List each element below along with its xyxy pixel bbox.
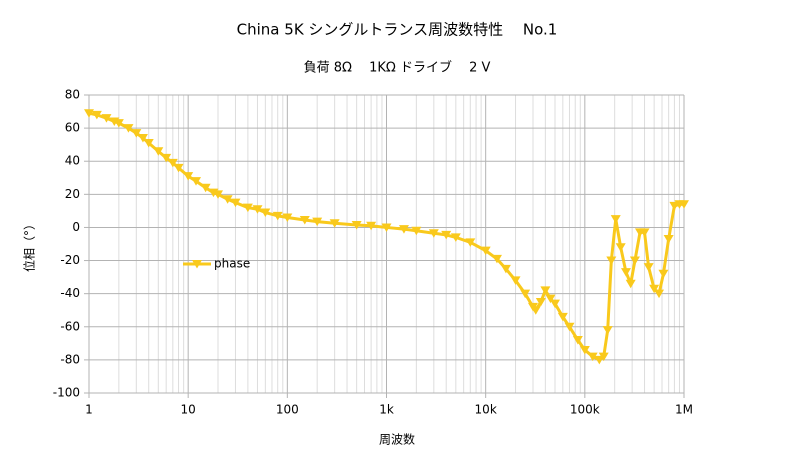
marker xyxy=(520,289,531,299)
marker xyxy=(213,190,224,199)
marker xyxy=(549,299,560,309)
marker xyxy=(252,205,263,214)
marker xyxy=(629,256,640,266)
x-tick-label: 1k xyxy=(379,403,394,417)
marker xyxy=(351,220,362,230)
marker xyxy=(579,345,590,355)
y-tick-label: -60 xyxy=(60,319,80,333)
marker xyxy=(643,263,654,272)
marker xyxy=(602,326,613,335)
marker xyxy=(398,225,409,234)
y-tick-label: -40 xyxy=(60,286,80,300)
marker xyxy=(441,230,452,240)
marker xyxy=(161,153,172,163)
marker xyxy=(654,289,665,299)
marker xyxy=(84,109,94,118)
x-axis-label: 周波数 xyxy=(379,432,415,447)
x-tick-label: 100 xyxy=(276,403,299,417)
marker xyxy=(167,158,178,168)
marker xyxy=(610,215,621,224)
legend-label: phase xyxy=(214,257,250,271)
marker xyxy=(143,139,154,148)
marker xyxy=(282,213,293,223)
marker xyxy=(153,147,164,156)
y-tick-label: 20 xyxy=(65,187,80,201)
marker xyxy=(620,268,631,277)
x-tick-label: 1 xyxy=(85,403,93,417)
x-tick-label: 100k xyxy=(570,403,600,417)
marker xyxy=(615,243,626,252)
marker xyxy=(679,200,689,209)
marker xyxy=(535,297,546,307)
marker xyxy=(639,228,650,237)
marker xyxy=(587,352,598,362)
marker xyxy=(465,238,476,247)
x-tick-label: 10 xyxy=(181,403,196,417)
chart-subtitle: 負荷 8Ω 1KΩ ドライブ 2 V xyxy=(304,60,491,76)
chart-title: China 5K シングルトランス周波数特性 No.1 xyxy=(237,21,558,39)
marker xyxy=(606,256,617,266)
marker xyxy=(200,183,211,193)
marker xyxy=(137,134,148,143)
marker xyxy=(366,221,377,231)
x-tick-label: 10k xyxy=(475,403,497,417)
y-tick-label: 40 xyxy=(65,154,80,168)
marker xyxy=(183,172,194,181)
marker xyxy=(545,294,556,304)
marker xyxy=(222,195,233,204)
marker xyxy=(411,226,422,236)
marker xyxy=(381,223,392,232)
marker xyxy=(530,306,541,315)
y-tick-label: -100 xyxy=(53,386,80,400)
y-tick-label: 0 xyxy=(72,220,80,234)
y-tick-label: 80 xyxy=(65,88,80,102)
marker xyxy=(272,211,283,221)
marker xyxy=(598,352,609,362)
marker xyxy=(123,124,134,133)
marker xyxy=(500,264,511,274)
marker xyxy=(480,246,491,256)
marker xyxy=(564,322,575,332)
marker xyxy=(173,163,184,173)
marker xyxy=(101,114,112,123)
marker xyxy=(91,110,102,120)
marker xyxy=(491,254,502,264)
marker xyxy=(260,208,271,218)
marker xyxy=(131,129,142,138)
marker xyxy=(557,312,568,322)
marker xyxy=(594,355,605,365)
marker xyxy=(450,233,461,242)
marker xyxy=(663,235,674,244)
marker xyxy=(329,219,340,228)
marker xyxy=(649,284,660,294)
marker xyxy=(299,215,310,225)
x-tick-label: 1M xyxy=(675,403,693,417)
marker xyxy=(572,336,583,345)
marker xyxy=(242,203,253,213)
marker xyxy=(540,286,551,295)
y-tick-label: -20 xyxy=(60,253,80,267)
marker xyxy=(113,119,124,128)
marker xyxy=(625,279,636,289)
marker xyxy=(428,229,439,238)
y-axis-label: 位相（°） xyxy=(22,218,37,272)
legend-marker xyxy=(192,260,202,269)
marker xyxy=(312,217,323,227)
marker xyxy=(658,269,669,279)
y-tick-label: 60 xyxy=(65,121,80,135)
marker xyxy=(510,276,521,285)
y-tick-label: -80 xyxy=(60,352,80,366)
marker xyxy=(230,198,241,208)
marker xyxy=(191,177,202,186)
